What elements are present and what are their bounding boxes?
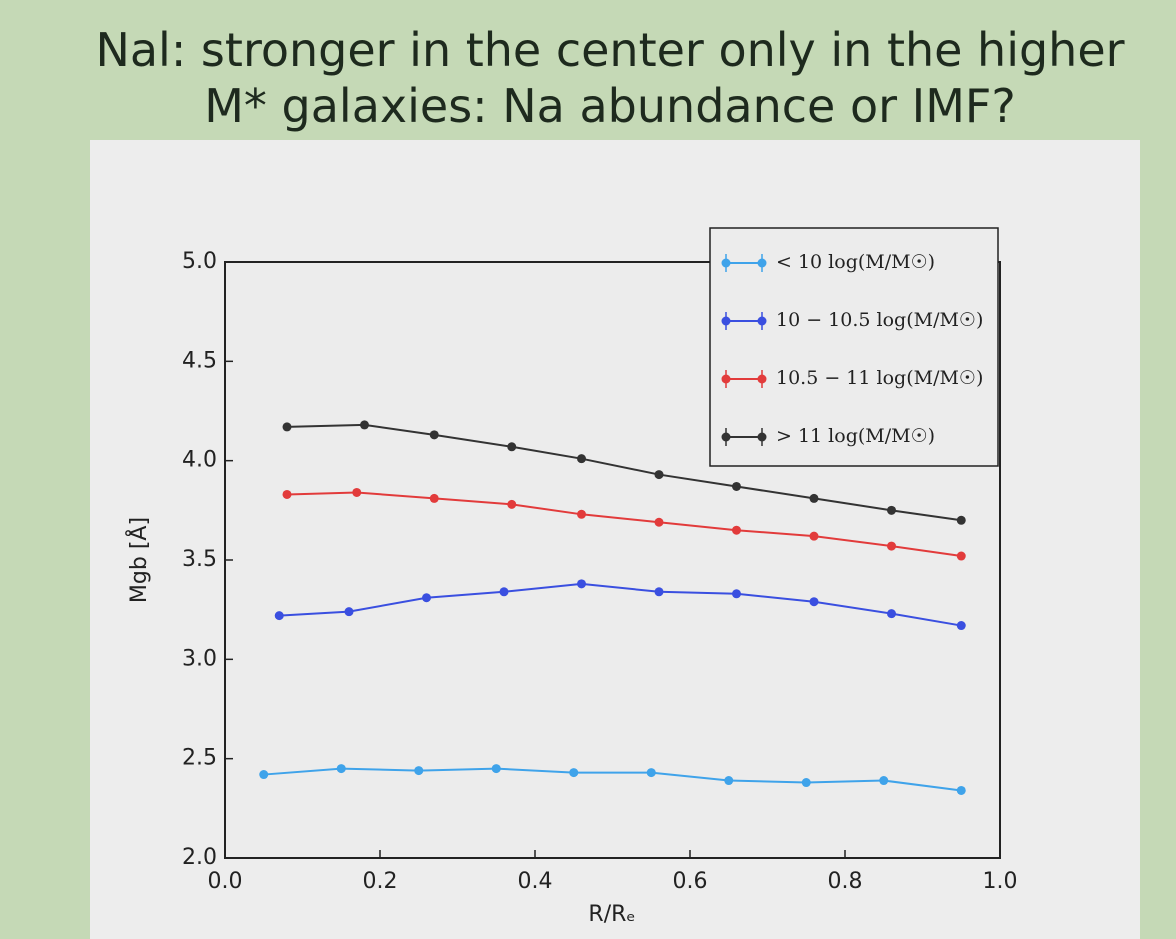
data-point [879,776,888,785]
data-point [507,500,516,509]
x-tick-label: 0.0 [208,869,243,894]
x-tick-label: 0.6 [673,869,708,894]
data-point [577,454,586,463]
data-point [492,764,501,773]
y-tick-label: 3.5 [182,547,217,572]
data-point [283,422,292,431]
legend-marker [758,317,767,326]
legend-marker [758,259,767,268]
x-tick-label: 0.8 [828,869,863,894]
legend-label: 10.5 − 11 log(M/M☉) [776,367,983,389]
data-point [957,552,966,561]
x-tick-label: 0.2 [363,869,398,894]
x-tick-label: 1.0 [983,869,1018,894]
data-point [655,518,664,527]
data-point [887,506,896,515]
data-point [957,621,966,630]
data-point [259,770,268,779]
data-point [414,766,423,775]
legend-label: 10 − 10.5 log(M/M☉) [776,309,983,331]
legend-marker [722,317,731,326]
data-point [647,768,656,777]
data-point [577,510,586,519]
data-point [360,420,369,429]
data-point [352,488,361,497]
data-point [810,532,819,541]
legend-marker [722,259,731,268]
data-point [283,490,292,499]
y-tick-label: 3.0 [182,646,217,671]
data-point [655,587,664,596]
y-tick-label: 4.5 [182,348,217,373]
data-point [732,526,741,535]
page: {"chart_data": {"type": "line", "title":… [0,0,1176,939]
x-axis-label: R/Rₑ [588,902,635,927]
y-tick-label: 2.0 [182,845,217,870]
legend-label: < 10 log(M/M☉) [776,251,935,273]
data-point [957,786,966,795]
data-point [802,778,811,787]
y-tick-label: 4.0 [182,448,217,473]
legend-marker [758,375,767,384]
data-point [577,579,586,588]
data-point [810,494,819,503]
data-point [732,482,741,491]
data-point [724,776,733,785]
data-point [887,609,896,618]
data-point [887,542,896,551]
data-point [337,764,346,773]
data-point [810,597,819,606]
chart: R/Rₑ Mgb [Å] 0.0 0.2 0.4 0.6 0.8 1.0 2.0 2.5 3.0… [0,0,1176,939]
legend-label: > 11 log(M/M☉) [776,425,935,447]
data-point [345,607,354,616]
legend-marker [758,433,767,442]
data-point [569,768,578,777]
legend-marker [722,375,731,384]
data-point [430,430,439,439]
data-point [507,442,516,451]
data-point [275,611,284,620]
y-tick-label: 5.0 [182,249,217,274]
x-tick-label: 0.4 [518,869,553,894]
data-point [655,470,664,479]
data-point [422,593,431,602]
y-axis-label: Mgb [Å] [125,517,152,603]
data-point [500,587,509,596]
y-tick-label: 2.5 [182,746,217,771]
legend-marker [722,433,731,442]
data-point [957,516,966,525]
data-point [430,494,439,503]
data-point [732,589,741,598]
